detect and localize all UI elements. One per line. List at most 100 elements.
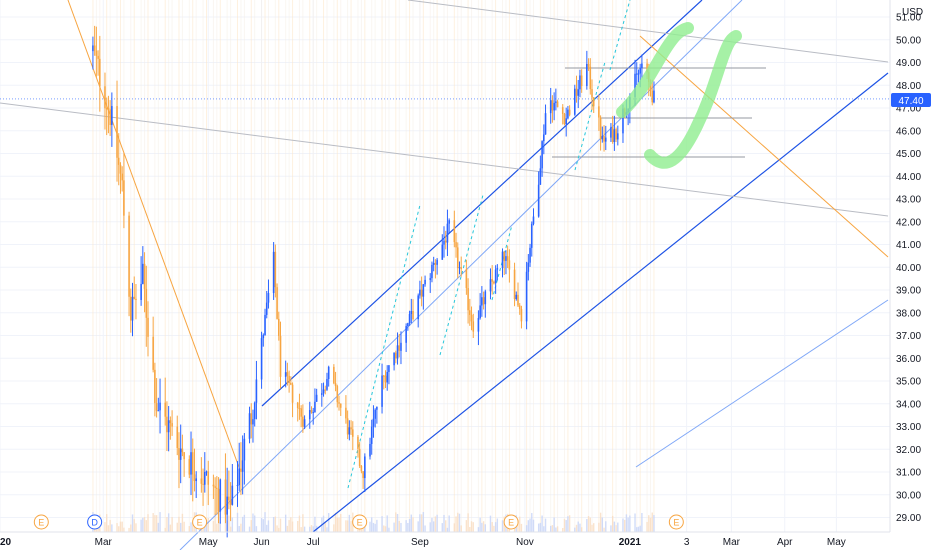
candle-body xyxy=(388,365,390,372)
candle-body xyxy=(551,100,554,111)
candle-body xyxy=(517,294,519,306)
volume-bar xyxy=(496,518,499,532)
volume-bar xyxy=(381,516,383,532)
volume-bar xyxy=(372,522,375,532)
candle-body xyxy=(539,168,542,185)
y-tick-label: 30.00 xyxy=(896,490,921,501)
volume-bar xyxy=(482,521,485,532)
candle-body xyxy=(482,297,485,305)
candle-body xyxy=(615,129,617,140)
volume-bar xyxy=(374,523,376,532)
volume-bar xyxy=(159,512,161,532)
volume-bar xyxy=(517,519,519,532)
volume-bar xyxy=(529,518,531,532)
candle-body xyxy=(290,382,292,385)
volume-bar xyxy=(128,527,130,532)
candle-body xyxy=(255,379,258,403)
volume-bar xyxy=(653,515,655,532)
x-tick-label: Mar xyxy=(723,537,741,548)
volume-bar xyxy=(603,527,605,532)
volume-bar xyxy=(634,513,636,532)
candle-body xyxy=(338,402,340,404)
candle-body xyxy=(364,456,366,479)
volume-bar xyxy=(453,523,456,532)
volume-bar xyxy=(481,522,483,532)
candle-body xyxy=(446,223,449,243)
candle-body xyxy=(467,288,469,311)
candle-body xyxy=(436,259,438,265)
candle-body xyxy=(129,296,132,321)
candle-body xyxy=(527,262,530,272)
y-tick-label: 34.00 xyxy=(896,399,921,410)
volume-bar xyxy=(408,518,411,532)
volume-bar xyxy=(458,513,461,532)
candle-body xyxy=(381,375,383,407)
volume-bar xyxy=(494,522,497,532)
y-tick-label: 39.00 xyxy=(896,286,921,297)
candle-body xyxy=(465,269,468,289)
candle-body xyxy=(422,284,425,297)
volume-bar xyxy=(121,521,123,532)
candle-body xyxy=(419,289,421,296)
volume-bar xyxy=(508,527,511,532)
candle-body xyxy=(121,173,123,181)
volume-bar xyxy=(105,514,108,532)
volume-bar xyxy=(539,522,542,532)
candle-body xyxy=(544,113,547,135)
volume-bar xyxy=(422,512,425,532)
candle-body xyxy=(525,271,528,322)
candle-body xyxy=(417,295,419,320)
candle-body xyxy=(549,100,552,114)
volume-bar xyxy=(532,519,535,532)
candle-body xyxy=(291,384,294,403)
volume-bar xyxy=(651,512,653,532)
volume-bar xyxy=(610,525,612,532)
candle-body xyxy=(553,102,555,111)
candle-body xyxy=(231,485,234,505)
volume-bar xyxy=(212,521,215,532)
x-tick-label: 2021 xyxy=(619,537,642,548)
resistance-diagonal-line xyxy=(0,102,889,217)
candle-body xyxy=(470,314,473,322)
swing-dashed-line xyxy=(439,194,484,356)
earnings-marker-circle xyxy=(503,514,519,530)
candle-body xyxy=(395,352,397,359)
volume-bar xyxy=(250,520,252,532)
candle-body xyxy=(92,45,94,52)
candle-body xyxy=(567,109,569,119)
volume-bar xyxy=(587,516,590,532)
volume-bar xyxy=(383,525,385,532)
volume-bar xyxy=(327,513,330,532)
candle-body xyxy=(568,109,571,115)
candle-body xyxy=(453,220,456,243)
candle-body xyxy=(262,335,265,339)
candle-body xyxy=(537,184,540,217)
volume-bar xyxy=(231,517,234,532)
candle-body xyxy=(441,244,444,260)
candle-body xyxy=(302,416,304,427)
candle-body xyxy=(431,264,433,279)
candle-body xyxy=(321,393,323,395)
earnings-marker-circle xyxy=(668,514,684,530)
candle-body xyxy=(573,88,576,115)
candle-body xyxy=(203,472,206,485)
candle-body xyxy=(334,383,337,387)
candle-body xyxy=(345,407,347,419)
forecast-stroke-1 xyxy=(616,22,694,118)
candle-body xyxy=(410,311,413,315)
candle-body xyxy=(93,45,96,51)
candle-body xyxy=(219,479,222,512)
volume-bar xyxy=(553,517,555,532)
candle-body xyxy=(374,409,376,419)
volume-bar xyxy=(116,523,118,532)
volume-bar xyxy=(419,514,421,532)
volume-bar xyxy=(407,522,409,532)
candle-body xyxy=(142,263,144,284)
volume-bar xyxy=(623,519,626,532)
candle-body xyxy=(277,318,280,336)
candle-body xyxy=(611,127,614,143)
candle-body xyxy=(284,372,287,377)
